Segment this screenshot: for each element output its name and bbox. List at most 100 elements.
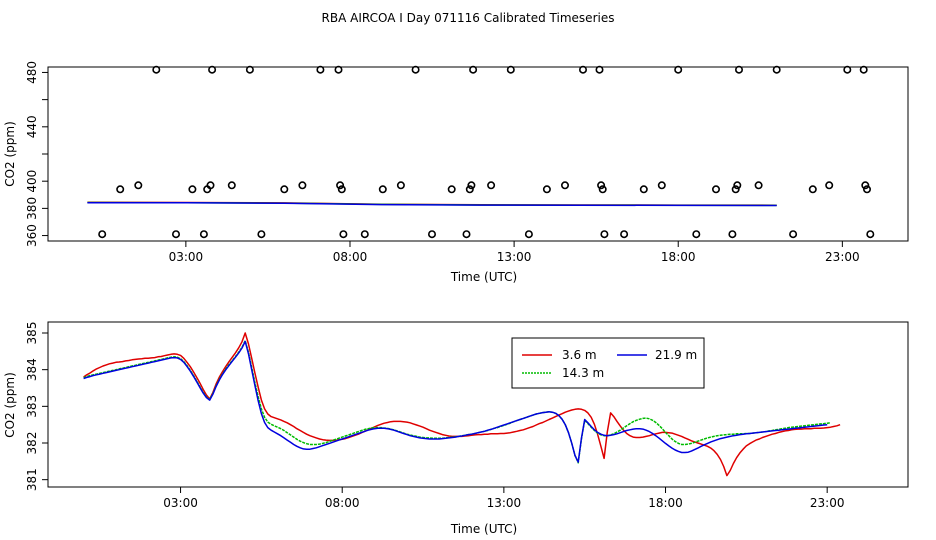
x-tick-label: 08:00 — [325, 496, 360, 510]
top-plot-box — [47, 66, 909, 242]
calibration-point — [188, 185, 197, 194]
bottom-plot-box — [47, 321, 909, 488]
calibration-point — [257, 230, 266, 239]
calibration-point — [692, 230, 701, 239]
top-y-axis-label: CO2 (ppm) — [3, 121, 17, 187]
calibration-point — [597, 181, 606, 190]
calibration-point — [506, 65, 515, 74]
calibration-point — [462, 230, 471, 239]
x-tick-label: 13:00 — [497, 250, 532, 264]
calibration-point — [674, 65, 683, 74]
calibration-point — [447, 185, 456, 194]
top-calibration-points — [98, 65, 875, 239]
calibration-point — [427, 230, 436, 239]
calibration-point — [728, 230, 737, 239]
calibration-point — [524, 230, 533, 239]
calibration-point — [560, 181, 569, 190]
calibration-point — [733, 181, 742, 190]
calibration-point — [172, 230, 181, 239]
calibration-point — [298, 181, 307, 190]
legend-label-14-3m: 14.3 m — [562, 366, 604, 380]
calibration-point — [711, 185, 720, 194]
legend-label-21-9m: 21.9 m — [655, 348, 697, 362]
series-line-21-9-m — [87, 201, 777, 207]
x-tick-label: 03:00 — [169, 250, 204, 264]
calibration-point — [396, 181, 405, 190]
calibration-point — [657, 181, 666, 190]
y-tick-label: 385 — [25, 322, 39, 345]
bottom-panel: 03:00 08:00 13:00 18:00 23:00 381 382 383 384 385… — [3, 321, 909, 536]
calibration-point — [469, 65, 478, 74]
x-tick-label: 18:00 — [648, 496, 683, 510]
x-tick-label: 03:00 — [163, 496, 198, 510]
calibration-point — [772, 65, 781, 74]
calibration-point — [467, 181, 476, 190]
legend-label-3-6m: 3.6 m — [562, 348, 597, 362]
calibration-point — [316, 65, 325, 74]
calibration-point — [808, 185, 817, 194]
y-tick-label: 381 — [25, 468, 39, 491]
calibration-point — [542, 185, 551, 194]
calibration-point — [754, 181, 763, 190]
calibration-point — [843, 65, 852, 74]
calibration-point — [620, 230, 629, 239]
calibration-point — [862, 185, 871, 194]
calibration-point — [378, 185, 387, 194]
calibration-point — [227, 181, 236, 190]
calibration-point — [152, 65, 161, 74]
x-tick-label: 08:00 — [333, 250, 368, 264]
y-tick-label: 360 — [25, 224, 39, 247]
series-line-3-6-m — [83, 332, 841, 477]
calibration-point — [598, 185, 607, 194]
bottom-series-lines — [83, 332, 841, 477]
calibration-point — [134, 181, 143, 190]
calibration-point — [206, 181, 215, 190]
calibration-point — [578, 65, 587, 74]
calibration-point — [245, 65, 254, 74]
calibration-point — [199, 230, 208, 239]
calibration-point — [334, 65, 343, 74]
calibration-point — [734, 65, 743, 74]
calibration-point — [861, 181, 870, 190]
calibration-point — [465, 185, 474, 194]
x-tick-label: 23:00 — [810, 496, 845, 510]
calibration-point — [859, 65, 868, 74]
calibration-point — [731, 185, 740, 194]
calibration-point — [595, 65, 604, 74]
bottom-y-axis-label: CO2 (ppm) — [3, 372, 17, 438]
y-tick-label: 380 — [25, 197, 39, 220]
y-tick-label: 440 — [25, 115, 39, 138]
series-line-14-3-m — [83, 339, 831, 464]
y-tick-label: 382 — [25, 432, 39, 455]
calibration-point — [789, 230, 798, 239]
y-tick-label: 480 — [25, 61, 39, 84]
legend: 3.6 m 21.9 m 14.3 m — [511, 337, 705, 389]
top-x-axis-label: Time (UTC) — [450, 270, 517, 284]
calibration-point — [866, 230, 875, 239]
calibration-point — [280, 185, 289, 194]
bottom-axes: 03:00 08:00 13:00 18:00 23:00 381 382 383 384 385 — [25, 322, 844, 510]
legend-box — [511, 337, 705, 389]
calibration-point — [487, 181, 496, 190]
calibration-point — [600, 230, 609, 239]
calibration-point — [825, 181, 834, 190]
y-tick-label: 383 — [25, 395, 39, 418]
series-line-21-9-m — [83, 340, 828, 463]
y-tick-label: 384 — [25, 358, 39, 381]
calibration-point — [339, 230, 348, 239]
calibration-point — [411, 65, 420, 74]
x-tick-label: 13:00 — [487, 496, 522, 510]
x-tick-label: 18:00 — [661, 250, 696, 264]
x-tick-label: 23:00 — [825, 250, 860, 264]
calibration-point — [360, 230, 369, 239]
calibration-point — [208, 65, 217, 74]
calibration-point — [336, 181, 345, 190]
y-tick-label: 400 — [25, 170, 39, 193]
calibration-point — [116, 185, 125, 194]
calibration-point — [337, 185, 346, 194]
top-series-lines — [87, 201, 777, 207]
top-axes: 03:00 08:00 13:00 18:00 23:00 360 380 400 440 480 — [25, 61, 860, 264]
top-panel: 03:00 08:00 13:00 18:00 23:00 360 380 400 440 480… — [3, 61, 909, 284]
calibration-point — [639, 185, 648, 194]
